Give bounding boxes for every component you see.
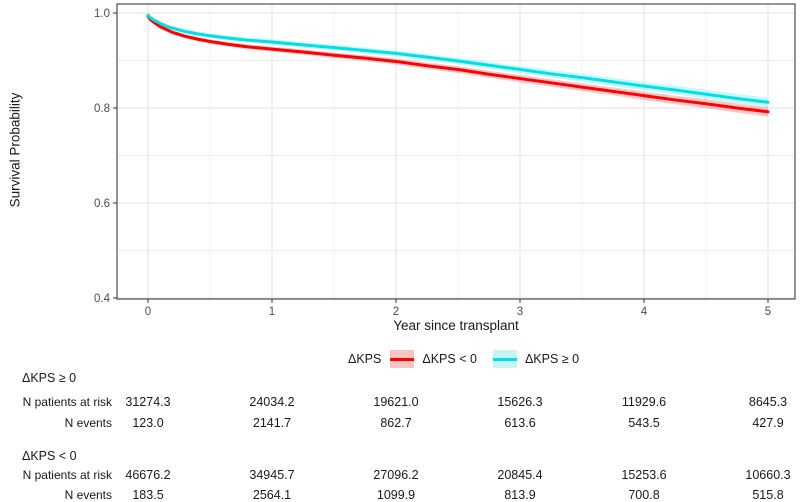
legend: ΔKPS ΔKPS < 0 ΔKPS ≥ 0: [348, 350, 595, 368]
risk-value: 20845.4: [497, 468, 543, 482]
risk-value: 813.9: [504, 488, 536, 502]
plot-canvas: 0 1 2 3 4 5 1.0 0.8 0.6 0.4: [94, 3, 796, 318]
y-tick-label: 0.6: [94, 198, 110, 210]
x-tick-label: 3: [517, 306, 523, 318]
risk-value: 10660.3: [745, 468, 791, 482]
legend-key-cyan: [492, 350, 517, 368]
risk-row-label: N events: [64, 488, 112, 502]
x-tick-label: 0: [145, 306, 151, 318]
risk-value: 515.8: [752, 488, 784, 502]
risk-value: 123.0: [132, 416, 164, 430]
risk-value: 543.5: [628, 416, 660, 430]
risk-value: 2564.1: [252, 488, 292, 502]
risk-value: 15626.3: [497, 395, 543, 409]
panel-border: [116, 3, 796, 300]
x-axis-title: Year since transplant: [393, 318, 519, 333]
risk-value: 11929.6: [621, 395, 667, 409]
risk-value: 700.8: [628, 488, 660, 502]
risk-value: 183.5: [132, 488, 164, 502]
risk-group-label: ΔKPS < 0: [22, 449, 77, 463]
legend-label-dkps-ge-0: ΔKPS ≥ 0: [524, 352, 580, 366]
legend-key-red: [390, 350, 415, 368]
risk-value: 19621.0: [373, 395, 419, 409]
plot-panel: [117, 4, 795, 299]
y-tick-label: 0.8: [94, 103, 110, 115]
survival-curve-dkps-lt-0: [146, 14, 770, 114]
y-axis-title: Survival Probability: [7, 92, 23, 208]
risk-value: 2141.7: [252, 416, 292, 430]
risk-value: 8645.3: [748, 395, 788, 409]
risk-value: 427.9: [752, 416, 784, 430]
legend-title: ΔKPS: [348, 352, 382, 366]
y-tick-label: 0.4: [94, 293, 111, 305]
risk-group-label: ΔKPS ≥ 0: [22, 371, 77, 385]
risk-value: 24034.2: [249, 395, 295, 409]
risk-row-label: N patients at risk: [22, 395, 112, 409]
x-tick-label: 4: [641, 306, 648, 318]
risk-value: 1099.9: [376, 488, 416, 502]
x-tick-label: 1: [269, 306, 275, 318]
legend-line-red-icon: [390, 357, 415, 361]
legend-line-cyan-icon: [492, 357, 517, 361]
risk-value: 34945.7: [249, 468, 295, 482]
y-tick-label: 1.0: [94, 8, 110, 20]
x-tick-label: 2: [393, 306, 399, 318]
risk-value: 613.6: [504, 416, 536, 430]
risk-value: 15253.6: [621, 468, 667, 482]
risk-value: 27096.2: [373, 468, 419, 482]
x-tick-label: 5: [765, 306, 771, 318]
risk-value: 46676.2: [125, 468, 171, 482]
risk-row-label: N events: [64, 416, 112, 430]
risk-value: 862.7: [380, 416, 412, 430]
survival-curve-dkps-ge-0: [146, 13, 770, 104]
risk-row-label: N patients at risk: [22, 468, 112, 482]
legend-label-dkps-lt-0: ΔKPS < 0: [422, 352, 477, 366]
risk-value: 31274.3: [125, 395, 171, 409]
